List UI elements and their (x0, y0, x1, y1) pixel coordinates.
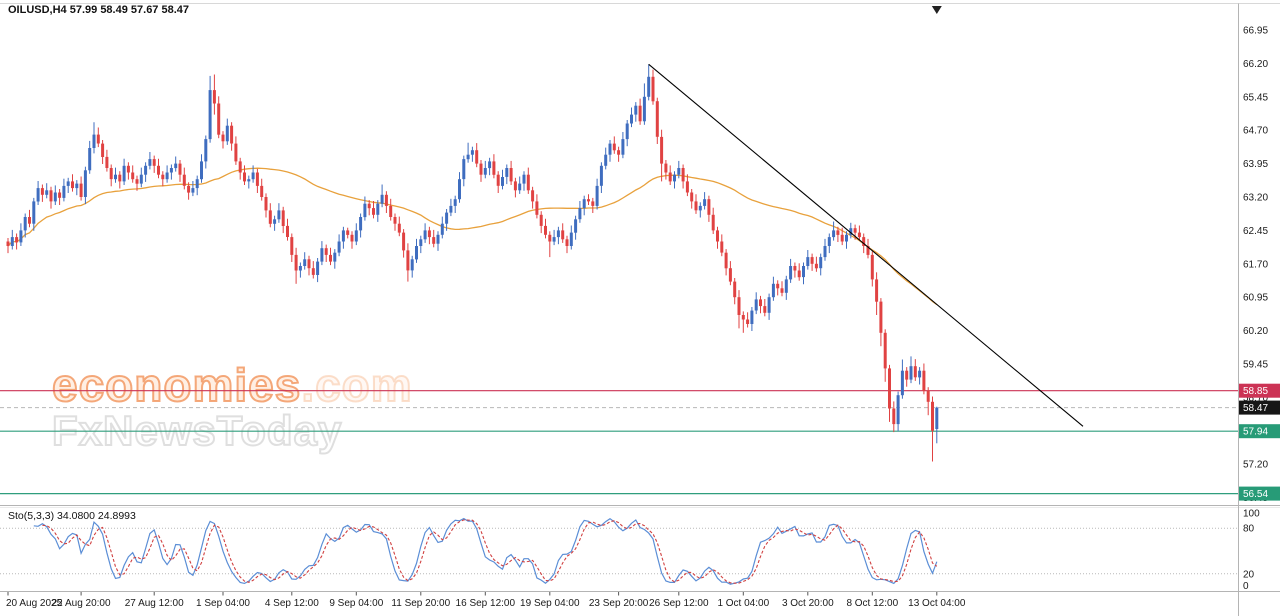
watermark-brand: economies.com (51, 359, 413, 411)
time-tick-label: 20 Aug 2025 (6, 598, 63, 609)
stochastic-axis-label: 20 (1243, 569, 1255, 580)
price-badge (1239, 424, 1280, 439)
time-tick-label: 9 Sep 04:00 (329, 598, 383, 609)
price-badge (1239, 383, 1280, 398)
price-tick-label: 64.70 (1243, 126, 1268, 137)
time-tick-label: 16 Sep 12:00 (456, 598, 516, 609)
price-tick-label: 63.95 (1243, 159, 1268, 170)
candlestick-series (6, 64, 939, 462)
stochastic-indicator-label: Sto(5,3,3) 34.0800 24.8993 (8, 510, 136, 522)
chart-shift-marker-icon (931, 6, 942, 14)
price-tick-label: 60.20 (1243, 326, 1268, 337)
price-badge (1239, 486, 1280, 501)
price-axis[interactable]: 66.95 66.20 65.45 64.70 63.95 63.20 62.45 61.70… (1239, 26, 1280, 505)
time-tick-label: 27 Aug 12:00 (125, 598, 184, 609)
stochastic-axis-label: 80 (1243, 524, 1255, 535)
price-tick-label: 60.95 (1243, 293, 1268, 304)
time-tick-label: 13 Oct 04:00 (908, 598, 966, 609)
time-tick-label: 8 Oct 12:00 (846, 598, 898, 609)
stochastic-d-line (42, 519, 938, 584)
price-tick-label: 66.20 (1243, 59, 1268, 70)
time-tick-label: 11 Sep 20:00 (391, 598, 450, 609)
stochastic-axis-label: 100 (1243, 509, 1260, 520)
price-tick-label: 58.70 (1243, 393, 1268, 404)
time-tick-label: 19 Sep 04:00 (520, 598, 580, 609)
time-tick-label: 22 Aug 20:00 (52, 598, 111, 609)
time-tick-label: 23 Sep 20:00 (589, 598, 649, 609)
price-badge-label: 58.47 (1243, 403, 1268, 414)
price-tick-label: 61.70 (1243, 259, 1268, 270)
descending-trendline[interactable] (648, 63, 1084, 427)
time-tick-label: 3 Oct 20:00 (782, 598, 834, 609)
price-tick-label: 62.45 (1243, 226, 1268, 237)
time-tick-label: 4 Sep 12:00 (265, 598, 319, 609)
price-tick-label: 59.45 (1243, 360, 1268, 371)
watermark-brand-suffix: .com (300, 359, 413, 411)
watermark-subbrand: FxNewsToday (51, 407, 343, 454)
watermark: economies.com FxNewsToday (51, 359, 413, 454)
time-tick-label: 1 Oct 04:00 (717, 598, 769, 609)
stochastic-axis-label: 0 (1243, 581, 1249, 592)
price-tick-label: 66.95 (1243, 26, 1268, 37)
price-badge-label: 57.94 (1243, 427, 1268, 438)
time-tick-label: 26 Sep 12:00 (649, 598, 709, 609)
price-tick-label: 65.45 (1243, 92, 1268, 103)
price-tick-label: 57.20 (1243, 460, 1268, 471)
symbol-title: OILUSD,H4 57.99 58.49 57.67 58.47 (8, 4, 190, 16)
price-tick-label: 63.20 (1243, 193, 1268, 204)
stochastic-k-line (33, 517, 938, 585)
time-tick-label: 1 Sep 04:00 (196, 598, 250, 609)
watermark-brand-main: economies (51, 359, 302, 411)
price-badge (1239, 400, 1280, 415)
price-badge-label: 56.54 (1243, 489, 1268, 500)
price-badge-label: 58.85 (1243, 386, 1268, 397)
